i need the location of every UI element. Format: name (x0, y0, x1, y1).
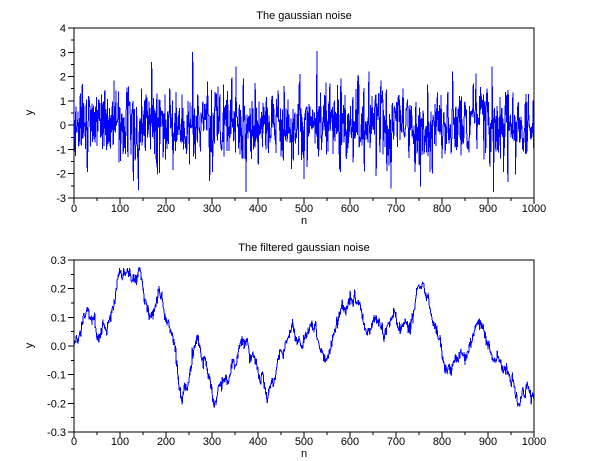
chart-title: The filtered gaussian noise (238, 242, 370, 254)
x-tick-label: 500 (295, 436, 313, 448)
x-tick-label: 800 (433, 436, 451, 448)
y-tick-label: -0.3 (47, 427, 66, 439)
x-tick-label: 1000 (522, 436, 546, 448)
y-tick-label: 0.3 (51, 255, 66, 267)
x-tick-label: 0 (71, 436, 77, 448)
y-tick-label: -1 (56, 144, 66, 156)
y-tick-label: 0 (60, 120, 66, 132)
x-axis-label: n (300, 448, 308, 460)
filtered-noise-line (74, 266, 534, 408)
y-tick-label: 0.2 (51, 284, 66, 296)
x-tick-label: 0 (71, 203, 77, 215)
y-tick-label: -0.2 (47, 398, 66, 410)
x-axis-label: n (300, 215, 308, 227)
y-axis-label: y (23, 342, 36, 349)
x-tick-label: 400 (249, 436, 267, 448)
x-tick-label: 200 (157, 203, 175, 215)
x-tick-label: 700 (387, 203, 405, 215)
y-tick-label: -2 (56, 169, 66, 181)
y-tick-label: -3 (56, 193, 66, 205)
gaussian-noise-chart: 0 100 200 300 400 500 600 700 800 900 1000 4 3 2 1 0 -1 -… (56, 23, 546, 215)
x-tick-label: 300 (203, 203, 221, 215)
y-axis-label: y (23, 109, 36, 116)
y-tick-label: 0.1 (51, 312, 66, 324)
y-tick-label: 2 (60, 72, 66, 84)
x-tick-label: 800 (433, 203, 451, 215)
x-tick-label: 1000 (522, 203, 546, 215)
x-tick-label: 600 (341, 203, 359, 215)
y-tick-label: 1 (60, 96, 66, 108)
x-tick-label: 100 (111, 203, 129, 215)
y-tick-label: 3 (60, 47, 66, 59)
chart-title: The gaussian noise (256, 10, 352, 22)
x-tick-label: 200 (157, 436, 175, 448)
gaussian-noise-line (74, 50, 534, 193)
x-tick-label: 900 (479, 436, 497, 448)
x-tick-label: 900 (479, 203, 497, 215)
x-tick-label: 500 (295, 203, 313, 215)
x-tick-label: 300 (203, 436, 221, 448)
x-tick-label: 100 (111, 436, 129, 448)
x-tick-label: 700 (387, 436, 405, 448)
x-tick-label: 400 (249, 203, 267, 215)
y-tick-label: -0.1 (47, 370, 66, 382)
filtered-noise-chart: 0 100 200 300 400 500 600 700 800 900 1000 0.3 0.2 0.… (47, 255, 546, 448)
y-tick-label: 4 (60, 23, 66, 35)
x-tick-label: 600 (341, 436, 359, 448)
y-tick-label: 0.0 (51, 341, 66, 353)
